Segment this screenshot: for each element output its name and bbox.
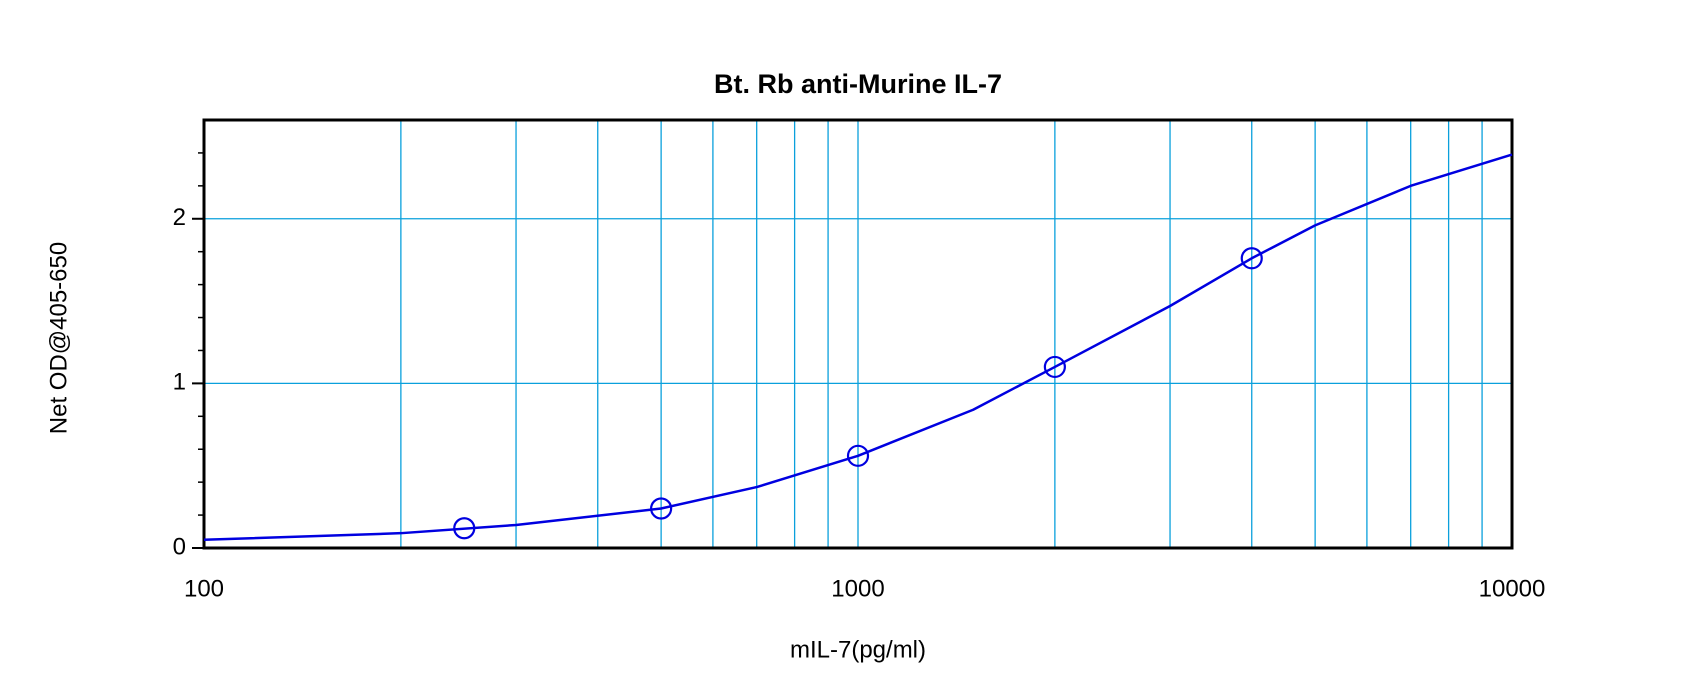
y-tick-label: 0 bbox=[173, 533, 186, 560]
fit-line bbox=[203, 153, 1513, 542]
data-point bbox=[1043, 355, 1066, 379]
chart-title: Bt. Rb anti-Murine IL-7 bbox=[714, 69, 1002, 99]
data-point bbox=[1240, 247, 1263, 270]
plot-frame bbox=[202, 118, 1514, 550]
x-axis-label: mIL-7(pg/ml) bbox=[790, 636, 926, 663]
y-axis-label: Net OD@405-650 bbox=[45, 242, 72, 434]
x-tick-label: 100 bbox=[184, 575, 224, 602]
data-point bbox=[846, 444, 870, 467]
x-tick-label: 1000 bbox=[831, 575, 884, 602]
y-tick-label: 1 bbox=[173, 369, 186, 396]
x-tick-label: 10000 bbox=[1479, 575, 1546, 602]
y-tick-label: 2 bbox=[173, 204, 186, 231]
